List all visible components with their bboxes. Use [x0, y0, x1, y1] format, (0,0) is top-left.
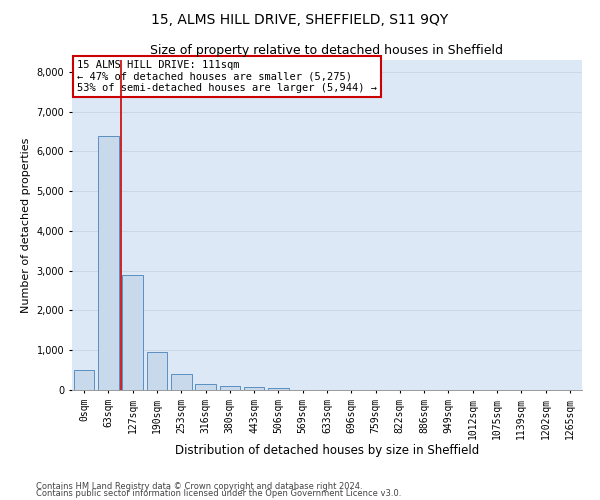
Bar [195, 384, 216, 390]
Bar [74, 370, 94, 390]
Bar [98, 136, 119, 390]
Bar [244, 387, 265, 390]
Text: Contains HM Land Registry data © Crown copyright and database right 2024.: Contains HM Land Registry data © Crown c… [36, 482, 362, 491]
Bar [146, 352, 167, 390]
Text: 15 ALMS HILL DRIVE: 111sqm
← 47% of detached houses are smaller (5,275)
53% of s: 15 ALMS HILL DRIVE: 111sqm ← 47% of deta… [77, 60, 377, 93]
Text: Contains public sector information licensed under the Open Government Licence v3: Contains public sector information licen… [36, 489, 401, 498]
X-axis label: Distribution of detached houses by size in Sheffield: Distribution of detached houses by size … [175, 444, 479, 458]
Bar [171, 374, 191, 390]
Text: 15, ALMS HILL DRIVE, SHEFFIELD, S11 9QY: 15, ALMS HILL DRIVE, SHEFFIELD, S11 9QY [151, 12, 449, 26]
Bar [268, 388, 289, 390]
Bar [220, 386, 240, 390]
Title: Size of property relative to detached houses in Sheffield: Size of property relative to detached ho… [151, 44, 503, 58]
Y-axis label: Number of detached properties: Number of detached properties [21, 138, 31, 312]
Bar [122, 274, 143, 390]
